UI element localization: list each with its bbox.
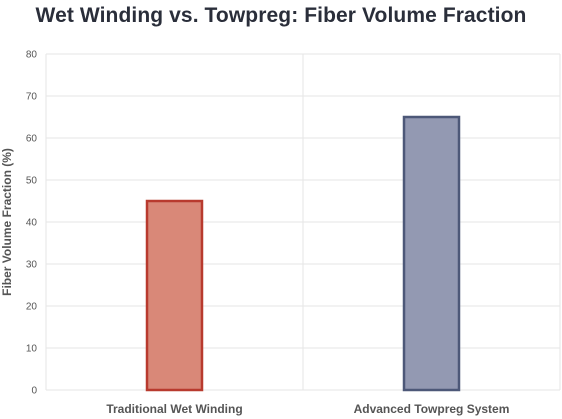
y-tick-label: 40 <box>26 218 38 229</box>
bar[interactable] <box>145 199 204 392</box>
grid-layer <box>45 53 561 391</box>
y-tick-label: 10 <box>26 344 38 355</box>
y-tick-label: 20 <box>26 302 38 313</box>
x-tick-label: Traditional Wet Winding <box>106 402 242 416</box>
y-tick-label: 50 <box>26 176 38 187</box>
y-tick-label: 60 <box>26 134 38 145</box>
y-tick-label: 0 <box>31 386 37 397</box>
y-axis-label: Fiber Volume Fraction (%) <box>0 148 14 296</box>
axis-layer: 0 10 20 30 40 50 60 70 80 Traditional Wet Winding… <box>26 50 510 417</box>
chart-title: Wet Winding vs. Towpreg: Fiber Volume Fr… <box>35 4 527 27</box>
bar-layer <box>145 115 461 392</box>
y-tick-label: 70 <box>26 92 38 103</box>
y-tick-label: 30 <box>26 260 38 271</box>
x-tick-label: Advanced Towpreg System <box>354 402 510 416</box>
y-tick-label: 80 <box>26 50 38 61</box>
bar[interactable] <box>402 115 461 392</box>
